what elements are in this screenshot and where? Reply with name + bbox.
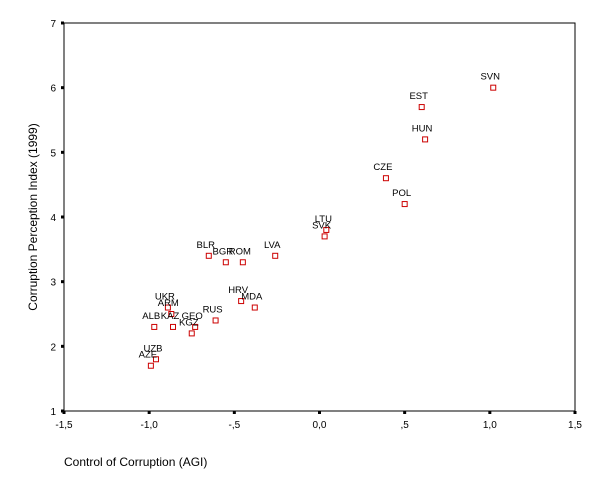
x-tick-label: 0,0 bbox=[313, 420, 327, 431]
data-point-label: KGZ bbox=[179, 317, 199, 328]
y-tick-label: 6 bbox=[50, 84, 56, 95]
data-point-marker bbox=[170, 323, 177, 330]
x-tick-label: -,5 bbox=[228, 420, 240, 431]
data-point-label: BLR bbox=[197, 240, 216, 251]
data-point-label: SVK bbox=[312, 220, 332, 231]
data-point-label: AZE bbox=[139, 350, 157, 361]
data-point-label: BGR bbox=[213, 246, 234, 257]
y-tick-label: 2 bbox=[50, 342, 56, 353]
data-point-marker bbox=[401, 201, 408, 208]
y-tick-label: 5 bbox=[50, 148, 56, 159]
y-tick-label: 7 bbox=[50, 19, 56, 30]
y-tick-label: 1 bbox=[50, 407, 56, 418]
data-point-marker bbox=[321, 233, 328, 240]
data-point-label: HUN bbox=[412, 123, 433, 134]
data-point-label: HRV bbox=[228, 285, 249, 296]
data-point-marker bbox=[323, 226, 330, 233]
y-tick-label: 4 bbox=[50, 213, 56, 224]
data-point-label: MDA bbox=[241, 292, 263, 303]
data-point-marker bbox=[272, 252, 279, 259]
data-point-label: EST bbox=[409, 91, 428, 102]
y-axis-title: Corruption Perception Index (1999) bbox=[26, 123, 40, 310]
x-tick-label: ,5 bbox=[400, 420, 409, 431]
y-axis: 1 2 3 4 5 6 7 bbox=[50, 19, 64, 418]
data-point-marker bbox=[205, 252, 212, 259]
x-tick-label: -1,0 bbox=[141, 420, 159, 431]
data-point-label: LVA bbox=[264, 240, 281, 251]
data-point-marker bbox=[251, 304, 258, 311]
data-point-marker bbox=[422, 136, 429, 143]
data-point-label: UKR bbox=[155, 292, 175, 303]
x-axis: -1,5 -1,0 -,5 0,0 ,5 1,0 1,5 bbox=[55, 411, 582, 431]
x-tick-label: -1,5 bbox=[55, 420, 73, 431]
data-point-label: GEO bbox=[182, 311, 203, 322]
data-point-label: POL bbox=[392, 188, 411, 199]
data-point-marker bbox=[239, 259, 246, 266]
data-point-label: ARM bbox=[158, 298, 179, 309]
data-point-label: RUS bbox=[203, 304, 223, 315]
x-tick-label: 1,0 bbox=[483, 420, 497, 431]
data-point-marker bbox=[188, 330, 195, 337]
data-point-label: UZB bbox=[143, 343, 162, 354]
data-point-label: CZE bbox=[373, 162, 392, 173]
data-point-label: ALB bbox=[142, 311, 160, 322]
data-point-label: SVN bbox=[480, 72, 500, 83]
data-point-marker bbox=[222, 259, 229, 266]
data-point-marker bbox=[192, 323, 199, 330]
data-point-marker bbox=[418, 104, 425, 111]
data-point-marker bbox=[164, 304, 171, 311]
data-point-marker bbox=[490, 84, 497, 91]
x-axis-title: Control of Corruption (AGI) bbox=[64, 455, 207, 469]
data-point-marker bbox=[212, 317, 219, 324]
x-tick-label: 1,5 bbox=[568, 420, 582, 431]
data-point-marker bbox=[382, 175, 389, 182]
data-point-label: KAZ bbox=[161, 311, 180, 322]
y-tick-label: 3 bbox=[50, 278, 56, 289]
data-point-marker bbox=[168, 311, 175, 317]
data-point-marker bbox=[147, 362, 154, 369]
data-point-marker bbox=[151, 323, 158, 330]
data-point-marker bbox=[152, 356, 159, 363]
data-point-marker bbox=[238, 298, 245, 305]
data-point-label: LTU bbox=[315, 214, 332, 225]
data-point-label: ROM bbox=[229, 246, 251, 257]
